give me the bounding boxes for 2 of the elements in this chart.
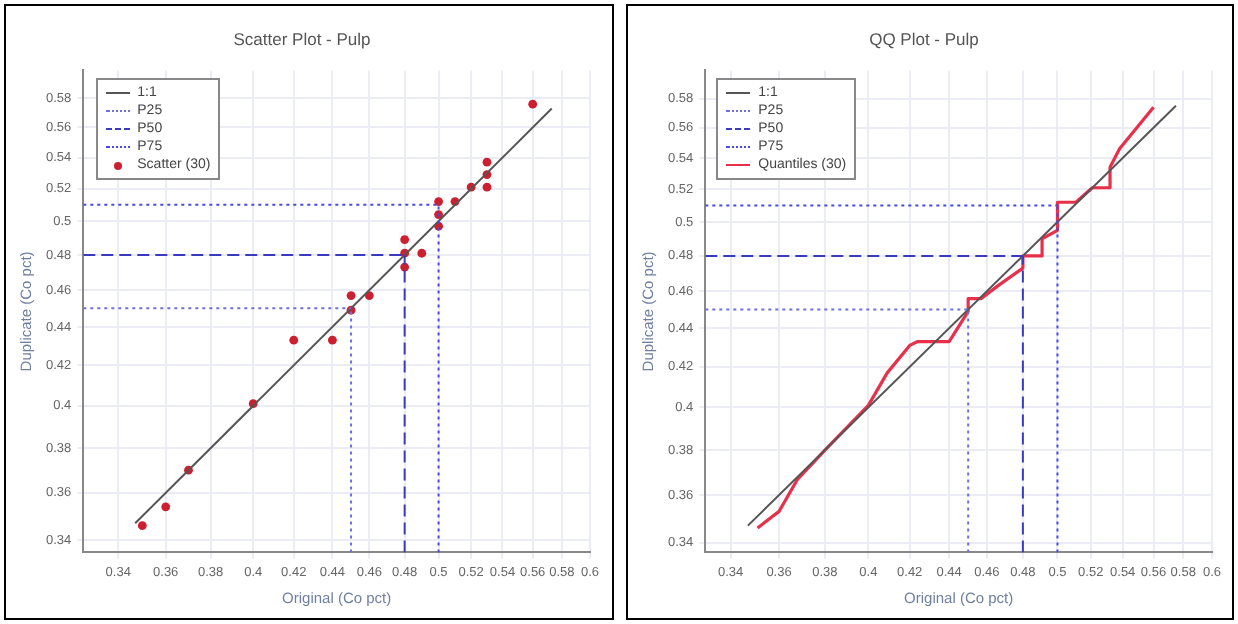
chart-title: QQ Plot - Pulp bbox=[868, 28, 979, 49]
chart-title: Scatter Plot - Pulp bbox=[233, 28, 372, 49]
